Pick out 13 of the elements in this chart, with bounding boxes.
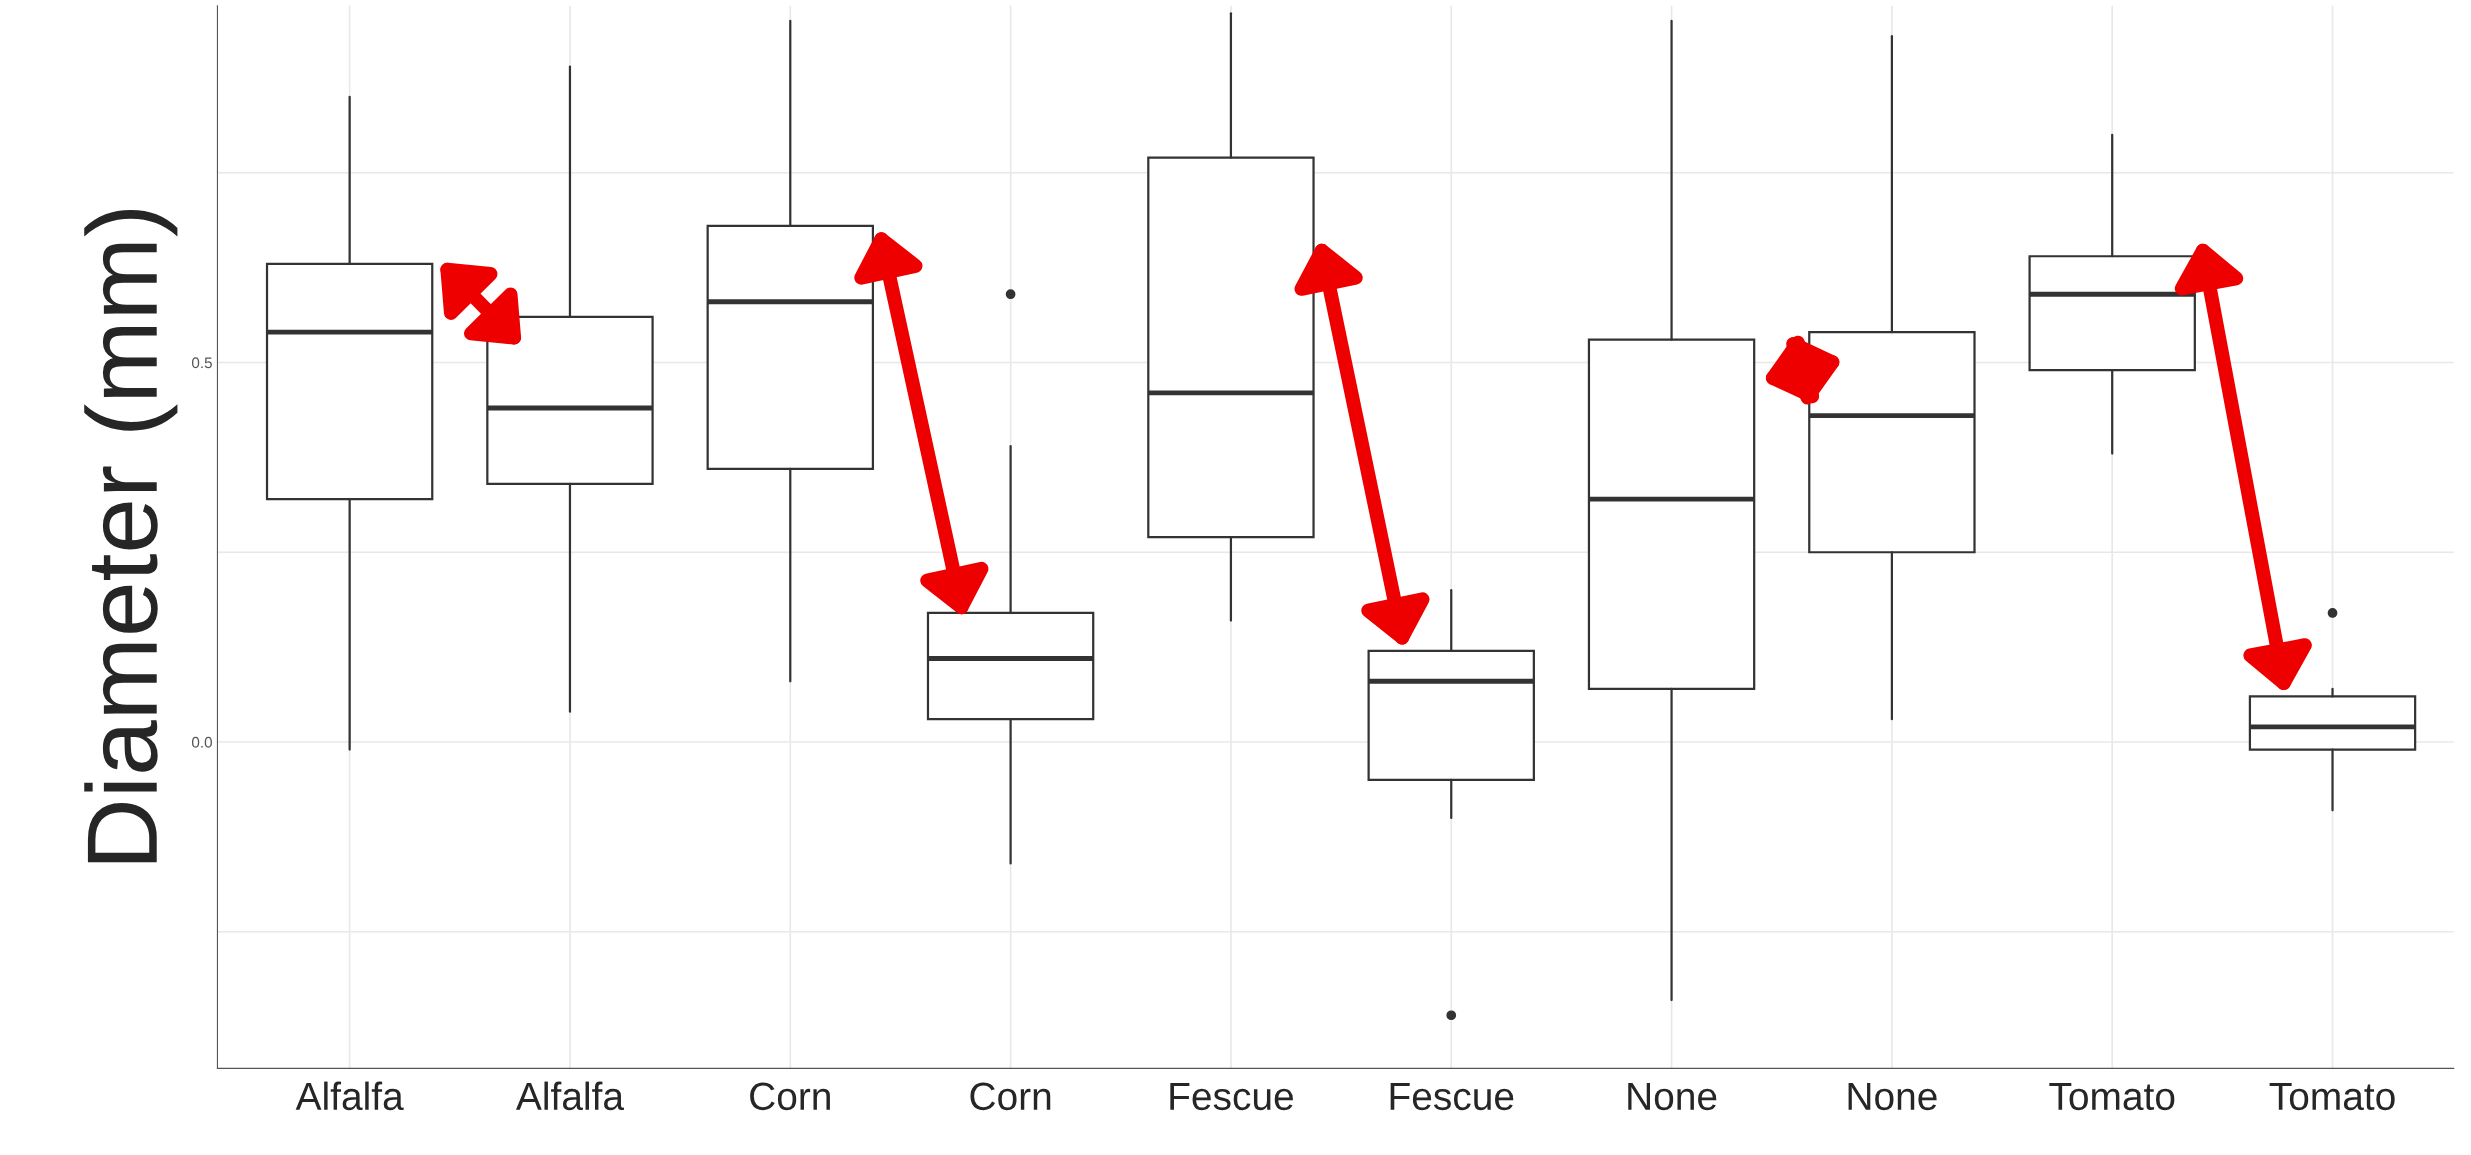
x-tick-label: Fescue bbox=[1390, 1083, 1514, 1111]
x-tick-label: Fescue bbox=[1170, 1083, 1293, 1111]
x-tick-label: None bbox=[1628, 1083, 1717, 1111]
y-tick-label: 0.0 bbox=[191, 736, 212, 748]
x-tick-label: Alfalfa bbox=[516, 1081, 624, 1111]
x-tick-label: Corn bbox=[750, 1082, 830, 1111]
x-tick-label: None bbox=[1848, 1083, 1937, 1111]
x-tick-label: Alfalfa bbox=[295, 1081, 404, 1111]
x-tick-label: Tomato bbox=[2049, 1083, 2175, 1111]
y-axis-title: Diameter (mm) bbox=[84, 209, 178, 863]
y-tick-label: 0.5 bbox=[191, 357, 212, 369]
x-tick-label: Tomato bbox=[2269, 1083, 2395, 1111]
x-tick-label: Corn bbox=[970, 1082, 1051, 1111]
